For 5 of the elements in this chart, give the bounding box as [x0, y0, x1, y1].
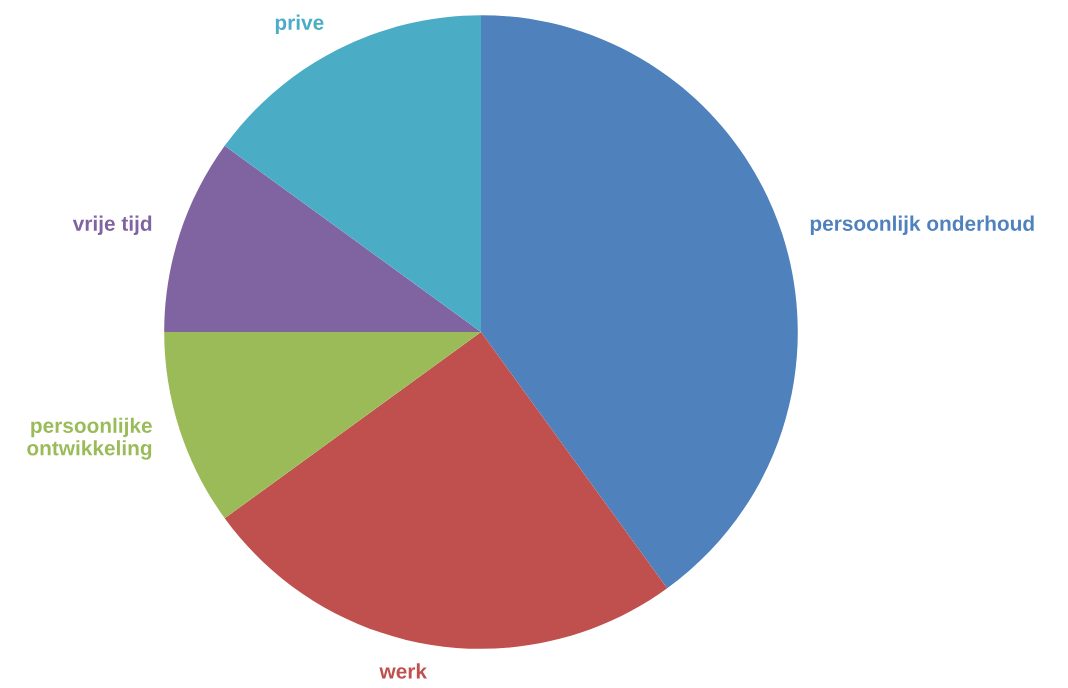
- slice-label: persoonlijk onderhoud: [810, 215, 1034, 235]
- slice-label: vrije tijd: [72, 215, 152, 235]
- slice-label: werk: [379, 663, 427, 679]
- slice-label: prive: [275, 14, 324, 35]
- slice-label: persoonlijke ontwikkeling: [27, 417, 152, 460]
